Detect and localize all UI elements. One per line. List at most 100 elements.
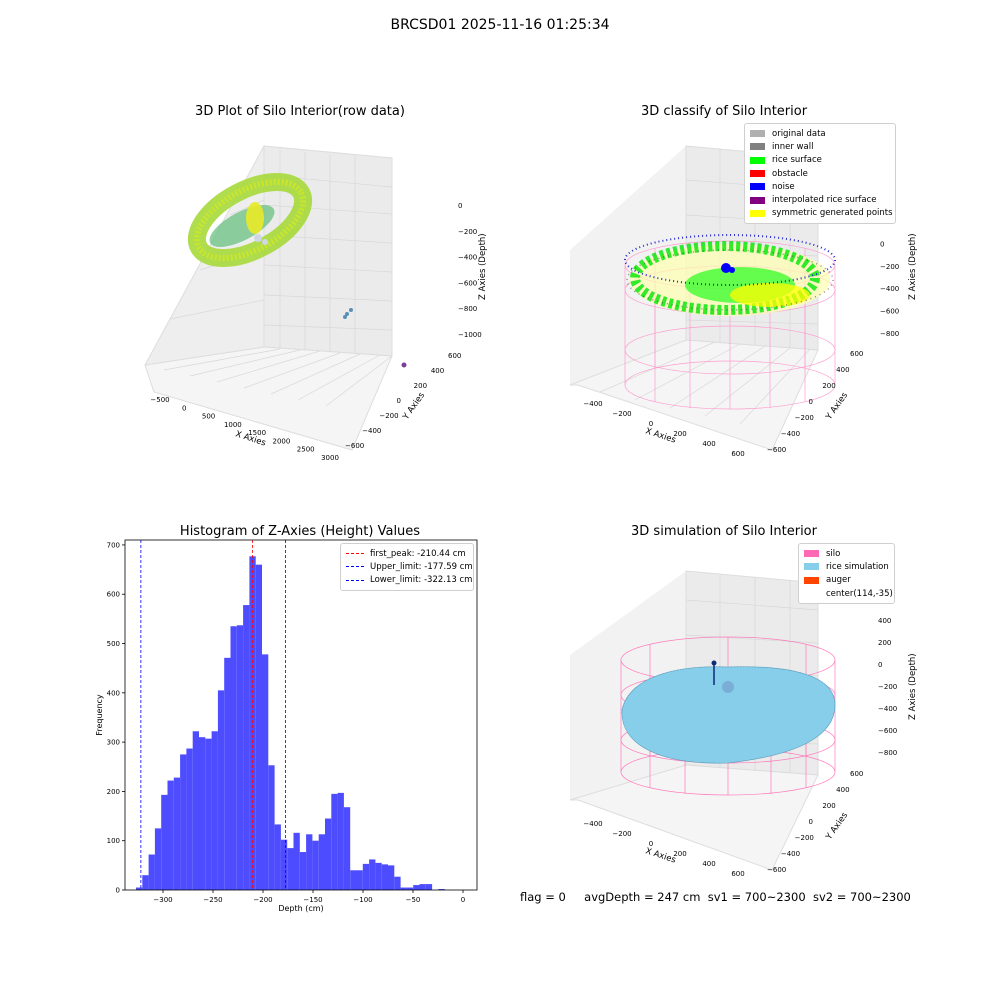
legend-item: symmetric generated points (750, 207, 893, 220)
panel2-x-tick: 400 (702, 440, 715, 448)
histogram-x-tick: 0 (461, 896, 465, 904)
histogram-y-tick: 600 (107, 591, 120, 599)
panel1-x-tick: 2000 (273, 437, 291, 445)
sv1-text: sv1 = 700~2300 (707, 890, 806, 904)
histogram-bar (236, 625, 244, 890)
panel4-z-tick: −800 (878, 749, 897, 757)
histogram-bar (299, 852, 307, 890)
panel2-y-tick: 600 (850, 350, 863, 358)
panel2-title: 3D classify of Silo Interior (640, 104, 808, 119)
histogram-frame (124, 539, 478, 891)
legend-item: auger (804, 574, 889, 587)
panel4-z-tick: −600 (878, 727, 897, 735)
legend-swatch (804, 576, 819, 584)
legend-item: obstacle (750, 167, 890, 180)
panel2-x-tick: 600 (731, 450, 744, 458)
panel4-y-tick: 200 (822, 802, 835, 810)
histogram-bar (230, 626, 237, 890)
legend-swatch (346, 566, 364, 568)
panel1-z-tick: −600 (458, 279, 477, 287)
histogram-bar (306, 834, 313, 890)
panel4-y-tick: 400 (836, 786, 849, 794)
legend-swatch (346, 579, 364, 581)
panel1-z-tick: −400 (458, 254, 477, 262)
panel1-x-tick: 1000 (224, 421, 242, 429)
legend-label: rice simulation (826, 561, 889, 572)
panel4-z-tick: −200 (878, 683, 897, 691)
panel1-zlabel: Z Axies (Depth) (478, 233, 488, 300)
legend-label: Lower_limit: -322.13 cm (370, 575, 473, 586)
histogram-bar (325, 818, 332, 890)
panel2-z-tick: 0 (880, 240, 884, 248)
legend-swatch (750, 130, 765, 138)
histogram-bar (318, 834, 325, 890)
panel4-legend: silo rice simulation auger center(114,-35) (798, 543, 895, 605)
histogram-bar (192, 731, 199, 890)
legend-label: symmetric generated points (772, 208, 893, 219)
histogram-y-tick: 200 (107, 788, 120, 796)
panel1-x-tick: 3000 (321, 454, 339, 460)
histogram-bar (413, 885, 420, 890)
legend-item: interpolated rice surface (750, 193, 890, 206)
histogram-bar (419, 884, 426, 890)
panel2-z-tick: −400 (880, 285, 899, 293)
panel4-y-tick: 0 (809, 818, 813, 826)
legend-swatch (750, 196, 765, 204)
histogram-bar (293, 832, 300, 890)
panel4-y-tick: −600 (767, 866, 786, 874)
histogram-x-tick: −200 (253, 896, 272, 904)
panel2-x-tick: −200 (612, 410, 631, 418)
panel1-y-tick: −600 (345, 442, 364, 450)
histogram-bar (180, 754, 187, 890)
histogram-bar (211, 731, 218, 890)
histogram-bar (262, 654, 269, 890)
panel1-ylabel: Y Axies (401, 390, 428, 422)
histogram-xlabel: Depth (cm) (278, 904, 323, 913)
histogram-plot: −300 −250 −200 −150 −100 −50 0 0 100 200 300 400 50… (95, 539, 478, 913)
histogram-bar (438, 889, 445, 890)
panel4-ylabel: Y Axies (824, 810, 851, 842)
legend-item: Lower_limit: -322.13 cm (346, 574, 472, 587)
histogram-bar (243, 605, 250, 890)
histogram-ylabel: Frequency (95, 694, 104, 736)
panel2-z-tick: −800 (880, 330, 899, 338)
histogram-bar (425, 884, 433, 890)
panel1-y-tick: 0 (397, 397, 401, 405)
histogram-bar (148, 854, 155, 890)
histogram-bar (369, 859, 376, 890)
panel4-zlabel: Z Axies (Depth) (908, 653, 918, 720)
histogram-x-tick: −250 (203, 896, 222, 904)
panel2-z-tick: −200 (880, 263, 899, 271)
panel4-z-tick: 200 (878, 639, 891, 647)
panel4-x-tick: 400 (702, 860, 715, 868)
panel4-x-tick: 0 (649, 840, 653, 848)
legend-swatch (804, 563, 819, 571)
panel2-y-tick: −400 (781, 430, 800, 438)
legend-label: auger (826, 575, 851, 586)
legend-item: noise (750, 180, 890, 193)
histogram-bar (268, 765, 275, 890)
legend-item: silo (804, 547, 889, 560)
legend-item: original data (750, 127, 890, 140)
legend-label: noise (772, 181, 795, 192)
histogram-bar (249, 556, 256, 890)
panel2-y-tick: 400 (836, 366, 849, 374)
panel2-z-tick: −600 (880, 308, 899, 316)
histogram-bar (388, 865, 395, 890)
histogram-x-tick: −50 (406, 896, 421, 904)
panel1-z-tick: 0 (458, 202, 462, 210)
panel1-x-tick: 0 (182, 404, 186, 412)
panel1-title: 3D Plot of Silo Interior(row data) (195, 104, 405, 119)
panel1-x-tick: 500 (202, 413, 215, 421)
panel4-y-tick: 600 (850, 770, 863, 778)
panel2-y-tick: 200 (822, 382, 835, 390)
histogram-bar (255, 564, 262, 890)
histogram-bar (343, 807, 351, 890)
histogram-x-tick: −150 (303, 896, 322, 904)
histogram-bar (350, 870, 357, 890)
panel4-z-tick: −400 (878, 705, 897, 713)
histogram-bar (406, 887, 414, 890)
